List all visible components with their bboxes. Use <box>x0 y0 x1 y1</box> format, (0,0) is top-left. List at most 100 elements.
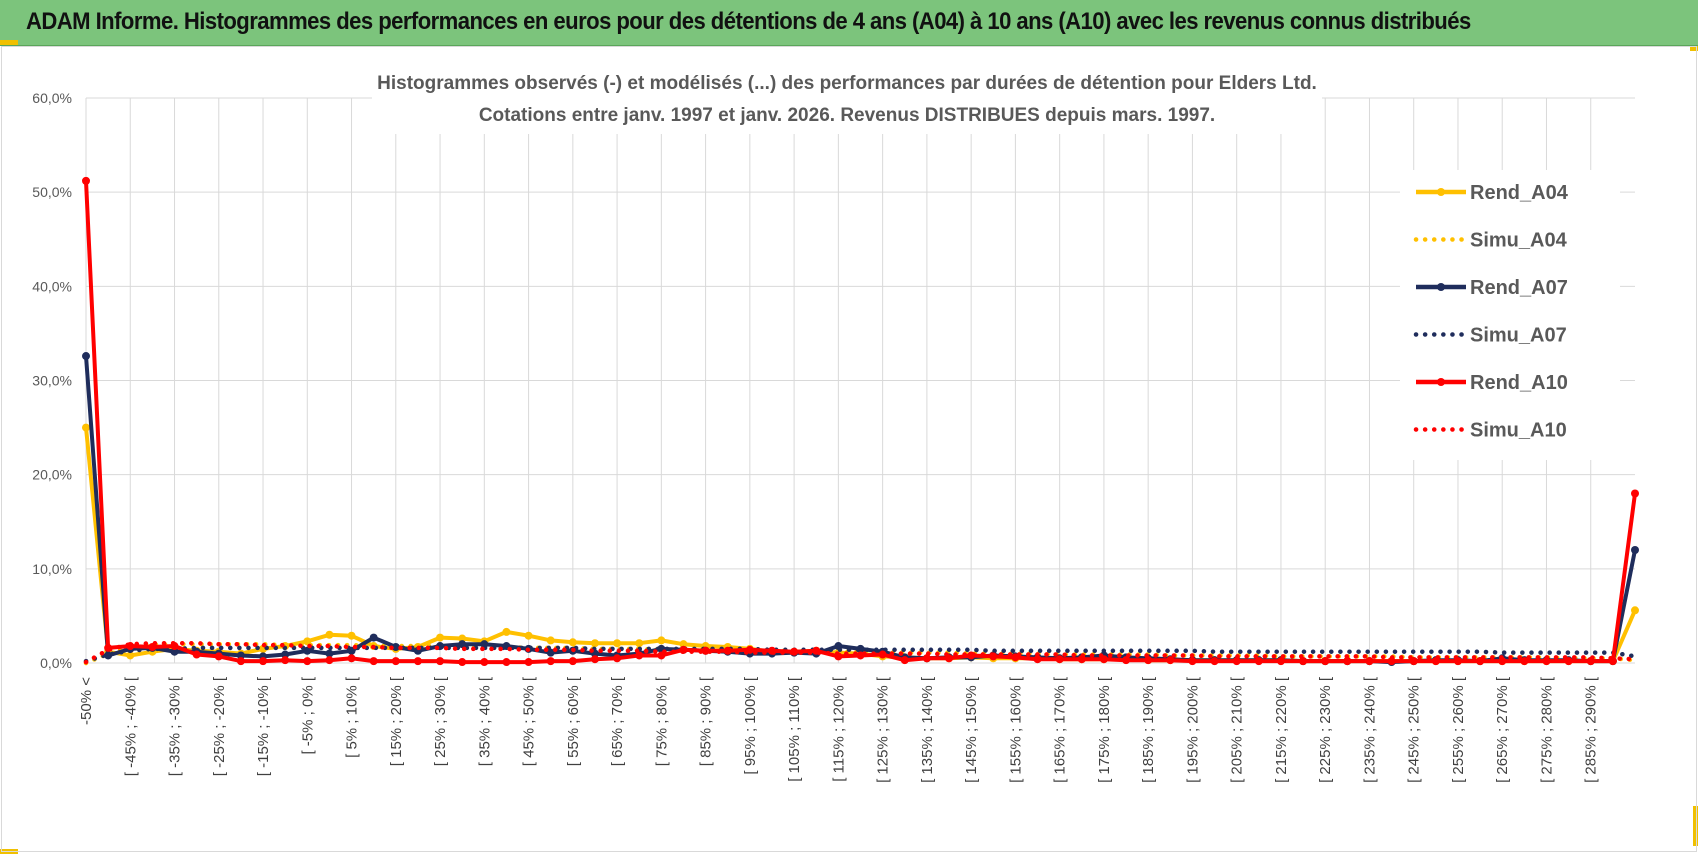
data-point <box>325 630 334 639</box>
legend-label-simu-a04: Simu_A04 <box>1470 230 1568 252</box>
data-point <box>502 627 511 636</box>
legend-label-simu-a07: Simu_A07 <box>1470 325 1567 347</box>
y-tick-label: 30,0% <box>32 373 72 389</box>
data-point <box>82 352 90 361</box>
data-point <box>1365 657 1374 666</box>
data-point <box>613 654 622 663</box>
data-point <box>281 650 290 659</box>
data-point <box>126 651 135 660</box>
data-point <box>679 640 688 649</box>
data-point <box>259 657 268 666</box>
data-point <box>635 651 644 660</box>
x-tick-label: [ 225% ; 230% [ <box>1317 676 1334 783</box>
data-point <box>325 649 334 658</box>
page-header: ADAM Informe. Histogrammes des performan… <box>0 0 1698 46</box>
legend-box <box>1400 170 1620 460</box>
data-point <box>568 638 577 647</box>
data-point <box>900 656 909 665</box>
data-point <box>281 656 290 665</box>
data-point <box>369 633 378 642</box>
data-point <box>436 633 445 642</box>
data-point <box>546 648 555 657</box>
legend-marker <box>1437 378 1445 386</box>
data-point <box>502 658 511 667</box>
data-point <box>1254 657 1263 666</box>
data-point <box>922 654 931 663</box>
data-point <box>303 657 312 666</box>
data-point <box>82 176 90 185</box>
x-tick-label: [ 185% ; 190% [ <box>1140 676 1157 783</box>
data-point <box>82 423 90 432</box>
data-point <box>1343 657 1352 666</box>
x-tick-label: [ 195% ; 200% [ <box>1184 676 1201 783</box>
x-tick-label: [ -35% ; -30% [ <box>167 676 184 776</box>
data-point <box>458 658 467 667</box>
data-point <box>236 651 245 660</box>
legend-label-simu-a10: Simu_A10 <box>1470 420 1567 442</box>
data-point <box>1055 655 1064 664</box>
series-lines <box>82 176 1639 667</box>
x-tick-label: [ 35% ; 40% [ <box>476 676 493 766</box>
x-tick-label: [ -45% ; -40% [ <box>122 676 139 776</box>
data-point <box>1542 657 1551 666</box>
y-tick-label: 60,0% <box>32 90 72 106</box>
chart-frame <box>1 46 1697 852</box>
chart-title: Histogrammes observés (-) et modélisés (… <box>377 73 1317 94</box>
data-point <box>391 657 400 666</box>
data-point <box>1631 546 1639 554</box>
data-point <box>1276 657 1285 666</box>
y-tick-label: 50,0% <box>32 184 72 200</box>
chart-title-group: Histogrammes observés (-) et modélisés (… <box>372 64 1322 134</box>
x-tick-label: [ 85% ; 90% [ <box>698 676 715 766</box>
corner-mark-top-left <box>0 40 18 45</box>
legend-label-rend-a04: Rend_A04 <box>1470 182 1569 204</box>
legend-marker <box>1437 188 1445 196</box>
data-point <box>590 639 599 648</box>
y-axis-ticks: 0,0% 10,0% 20,0% 30,0% 40,0% 50,0% 60,0% <box>32 90 72 671</box>
corner-mark-top-right <box>1690 46 1698 51</box>
corner-mark-bottom-right <box>1693 806 1698 846</box>
data-point <box>1299 657 1308 666</box>
legend-marker <box>1437 283 1445 291</box>
data-point <box>369 657 378 666</box>
x-tick-label: [ 45% ; 50% [ <box>521 676 538 766</box>
data-point <box>480 658 489 667</box>
data-point <box>1631 606 1639 615</box>
data-point <box>635 639 644 648</box>
data-point <box>613 639 622 648</box>
data-point <box>546 657 555 666</box>
grid <box>85 97 1635 664</box>
data-point <box>192 650 201 659</box>
data-point <box>303 646 312 655</box>
data-point <box>1166 656 1175 665</box>
x-tick-label: [ 25% ; 30% [ <box>432 676 449 766</box>
data-point <box>1520 657 1529 666</box>
data-point <box>1232 657 1241 666</box>
data-point <box>1631 489 1639 498</box>
y-tick-label: 20,0% <box>32 467 72 483</box>
chart-subtitle: Cotations entre janv. 1997 et janv. 2026… <box>479 105 1215 126</box>
data-point <box>1210 657 1219 666</box>
y-tick-label: 10,0% <box>32 561 72 577</box>
x-tick-label: [ 135% ; 140% [ <box>919 676 936 783</box>
data-point <box>1144 656 1153 665</box>
data-point <box>413 657 422 666</box>
data-point <box>458 640 467 649</box>
x-tick-label: [ -25% ; -20% [ <box>211 676 228 776</box>
data-point <box>347 631 356 640</box>
legend-label-rend-a10: Rend_A10 <box>1470 372 1568 394</box>
data-point <box>214 652 223 661</box>
x-tick-label: [ 275% ; 280% [ <box>1538 676 1555 783</box>
legend: Rend_A04 Simu_A04 Rend_A07 Simu_A07 Rend_A10… <box>1400 170 1620 460</box>
x-tick-label: [ 125% ; 130% [ <box>875 676 892 783</box>
data-point <box>1122 656 1131 665</box>
x-tick-label: [ 115% ; 120% [ <box>830 676 847 782</box>
x-tick-label: [ 155% ; 160% [ <box>1007 676 1024 783</box>
data-point <box>568 657 577 666</box>
data-point <box>1188 657 1197 666</box>
x-tick-label: [ 5% ; 10% [ <box>344 676 361 758</box>
x-tick-label: [ 145% ; 150% [ <box>963 676 980 783</box>
x-tick-label: [ 265% ; 270% [ <box>1494 676 1511 783</box>
x-tick-label: [ 285% ; 290% [ <box>1583 676 1600 783</box>
